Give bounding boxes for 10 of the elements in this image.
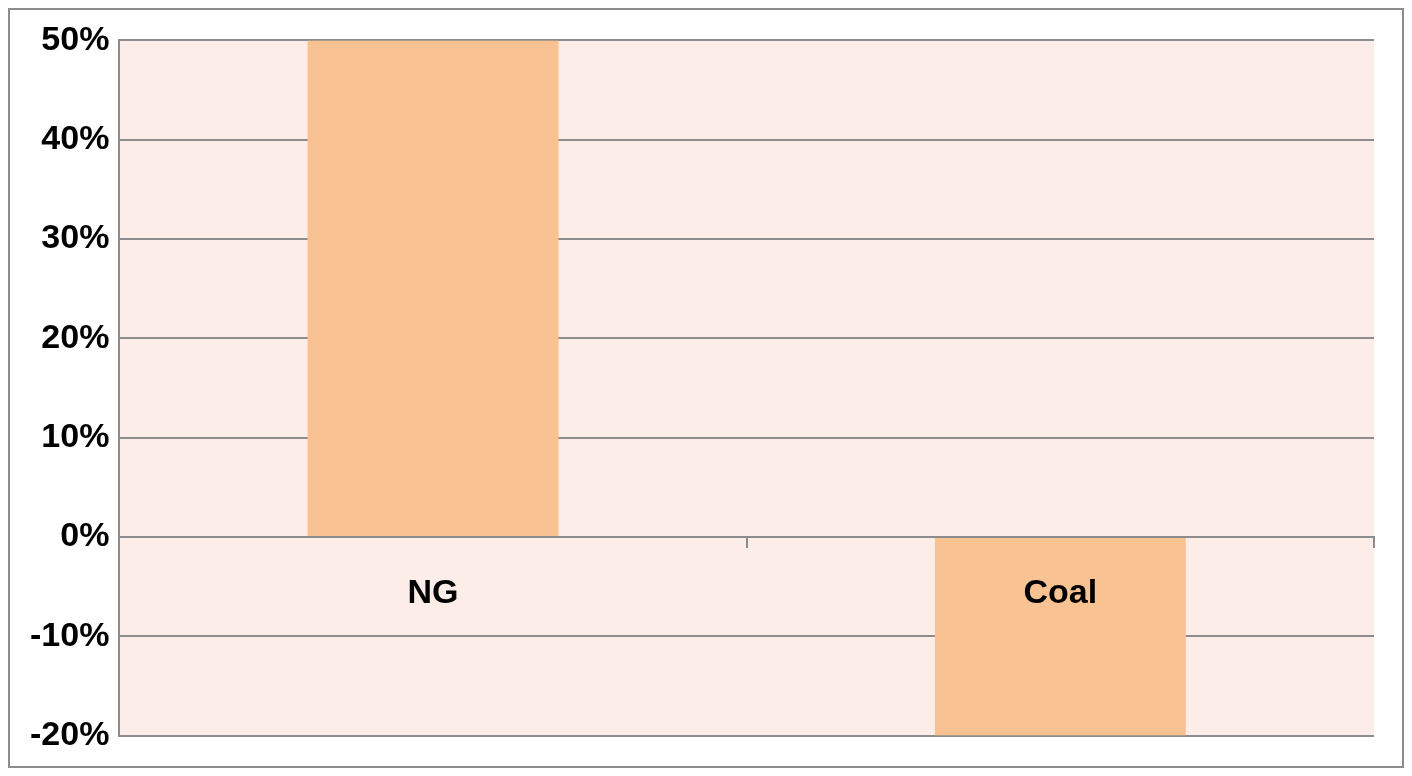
- y-tick-label: -10%: [30, 614, 110, 653]
- y-tick-label: 40%: [41, 118, 110, 157]
- x-tick-label: NG: [407, 572, 459, 611]
- y-tick-label: 10%: [41, 416, 110, 455]
- y-tick-label: 50%: [41, 18, 110, 57]
- y-tick-label: -20%: [30, 713, 110, 752]
- y-tick-label: 0%: [60, 515, 110, 554]
- y-tick-label: 30%: [41, 217, 110, 256]
- y-tick-label: 20%: [41, 316, 110, 355]
- x-tick-label: Coal: [1023, 572, 1098, 611]
